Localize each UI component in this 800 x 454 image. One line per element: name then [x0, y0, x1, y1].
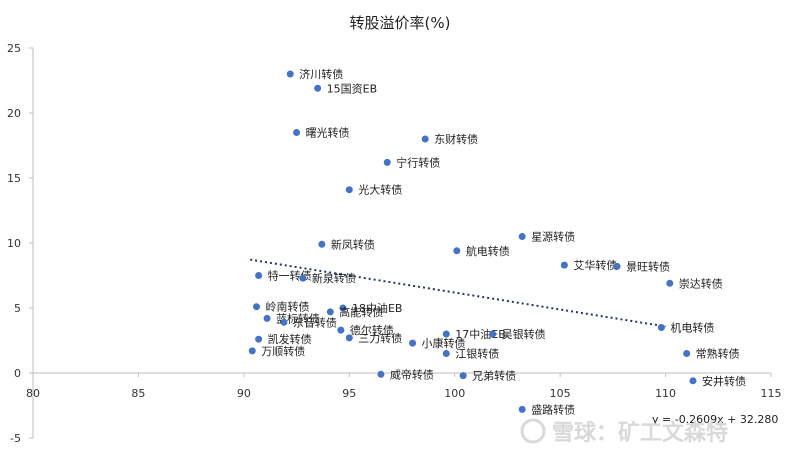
watermark-logo-icon [520, 418, 546, 444]
data-point-label: 东财转债 [434, 132, 478, 146]
data-point [286, 70, 294, 78]
data-point-label: 盛路转债 [531, 402, 575, 416]
points-group: 济川转债15国资EB 曙光转债 东财转债宁行转债光大转债新凤转债航电转债 星源转债艾华… [248, 67, 746, 416]
data-point [314, 84, 322, 92]
data-point-label: 济川转债 [299, 67, 343, 81]
watermark: 雪球：矿工文森特 [520, 418, 728, 446]
data-point [345, 186, 353, 194]
data-point [255, 335, 263, 343]
data-point [339, 304, 347, 312]
data-point-label: 常熟转债 [696, 347, 740, 361]
data-point-label: 宁行转债 [396, 155, 440, 169]
data-point-label: 小康转债 [422, 336, 466, 350]
data-point-label: 德尔转债 [350, 323, 394, 337]
x-tick-label: 105 [550, 387, 571, 400]
data-point [293, 129, 301, 136]
x-tick-label: 110 [655, 387, 676, 400]
data-point [453, 247, 461, 255]
watermark-text: 雪球：矿工文森特 [552, 420, 728, 446]
data-point [683, 350, 691, 357]
data-point-label: 吴银转债 [502, 327, 546, 341]
x-tick-label: 95 [342, 387, 356, 400]
data-point [337, 326, 345, 334]
trendline-group [250, 258, 666, 328]
axes: 80 85 90 95 100 105 110 115 -5 0 5 10 15 20 25 [7, 42, 782, 445]
data-point [409, 339, 417, 347]
trendline-equation: y = -0.2609x + 32.280 [652, 413, 778, 426]
data-point [421, 135, 429, 143]
y-tick-label: -5 [10, 432, 21, 445]
data-point-label: 新泉转债 [312, 271, 356, 285]
data-point-label: 曙光转债 [306, 126, 350, 140]
data-point [248, 347, 256, 355]
y-tick-label: 0 [14, 367, 21, 380]
data-point [253, 303, 261, 311]
data-point [518, 233, 526, 240]
data-point [518, 405, 526, 413]
data-point-label: 18中油EB [352, 301, 403, 315]
data-point [459, 372, 467, 380]
data-point [383, 158, 391, 166]
data-point [442, 330, 450, 338]
x-tick-label: 90 [237, 387, 251, 400]
data-point-label: 三力转债 [358, 331, 402, 345]
y-tick-label: 25 [7, 42, 21, 55]
data-point-label: 万顺转债 [261, 344, 305, 358]
data-point [345, 334, 353, 342]
y-tick-label: 10 [7, 237, 21, 250]
data-point-label: 机电转债 [670, 321, 714, 335]
data-point-label: 15国资EB [327, 82, 378, 95]
y-tick-label: 20 [7, 107, 21, 120]
data-point-label: 新凤转债 [331, 237, 375, 251]
data-point [263, 314, 271, 322]
data-point [560, 261, 568, 269]
data-point-label: 江银转债 [455, 347, 499, 361]
data-point-label: 17中油EB [455, 327, 506, 341]
data-point-label: 威帝转债 [390, 367, 434, 381]
data-point [689, 377, 697, 385]
data-point [280, 318, 288, 326]
data-point [666, 279, 674, 287]
data-point-label: 光大转债 [358, 183, 402, 197]
data-point [613, 262, 621, 270]
trendline [250, 258, 666, 328]
data-point-label: 艾华转债 [573, 258, 617, 272]
chart-title: 转股溢价率(%) [350, 14, 451, 32]
data-point [377, 370, 385, 378]
x-tick-label: 115 [761, 387, 782, 400]
y-tick-label: 5 [14, 302, 21, 315]
data-point-label: 崇达转债 [679, 276, 723, 290]
data-point-label: 岭南转债 [266, 300, 310, 314]
data-point-label: 安井转债 [702, 374, 746, 388]
data-point-label: 东音转债 [293, 315, 337, 329]
data-point-label: 凯发转债 [268, 332, 312, 346]
data-point [326, 308, 334, 316]
x-tick-label: 85 [131, 387, 145, 400]
data-point [489, 330, 497, 338]
data-point-label: 星源转债 [531, 230, 575, 244]
data-point [657, 324, 665, 331]
data-point [442, 350, 450, 357]
data-point [299, 274, 307, 282]
data-point [318, 240, 326, 248]
y-tick-label: 15 [7, 172, 21, 185]
x-tick-label: 100 [444, 387, 465, 400]
data-point-label: 景旺转债 [626, 259, 670, 273]
data-point [255, 272, 263, 279]
x-tick-label: 80 [26, 387, 40, 400]
data-point-label: 兄弟转债 [472, 369, 516, 383]
data-point-label: 航电转债 [466, 244, 510, 258]
data-point-label: 高能转债 [339, 305, 383, 319]
